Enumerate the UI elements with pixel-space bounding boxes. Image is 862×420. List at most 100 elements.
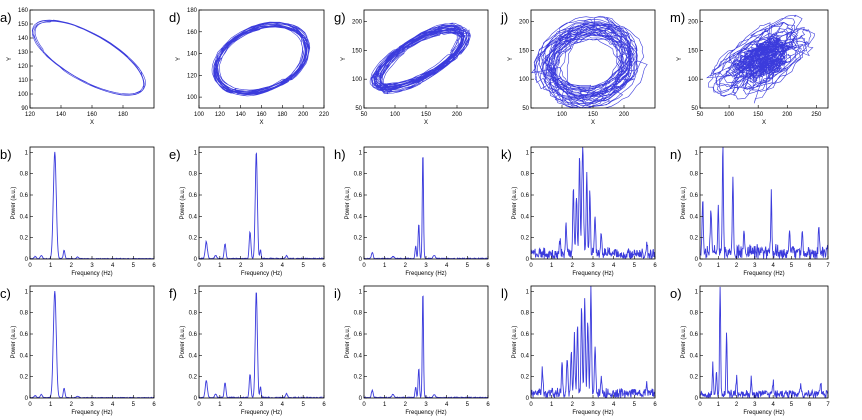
x-tick-label: 100 bbox=[557, 112, 568, 118]
y-tick-label: 0 bbox=[526, 257, 530, 263]
y-axis-label-f: Power (a.u.) bbox=[180, 326, 186, 359]
x-tick-label: 3 bbox=[591, 263, 595, 269]
series-line-b bbox=[30, 151, 154, 259]
y-axis-label-b: Power (a.u.) bbox=[11, 187, 17, 220]
x-tick-label: 3 bbox=[424, 402, 428, 408]
y-tick-label: 0.2 bbox=[20, 236, 29, 242]
panel-label-c: c) bbox=[0, 286, 11, 301]
series-line-m bbox=[706, 14, 816, 104]
x-axis-label-d: X bbox=[259, 120, 263, 126]
x-tick-label: 120 bbox=[215, 112, 226, 118]
panel-label-k: k) bbox=[501, 147, 512, 162]
y-axis-label-d: Y bbox=[176, 57, 182, 61]
y-tick-label: 0.8 bbox=[690, 172, 699, 178]
y-tick-label: 0.2 bbox=[521, 236, 530, 242]
series-line-d bbox=[211, 21, 311, 97]
series-line-a bbox=[31, 19, 146, 96]
y-tick-label: 0.4 bbox=[354, 353, 363, 359]
panel-e: e) 0 1 2 3 4 5 6 0 0.2 0.4 0.6 0.8 1 Frequency (Hz) Pow… bbox=[169, 146, 326, 277]
x-tick-label: 0 bbox=[529, 402, 533, 408]
x-tick-label: 0 bbox=[362, 402, 366, 408]
x-tick-label: 7 bbox=[826, 263, 830, 269]
y-tick-label: 0.6 bbox=[521, 193, 530, 199]
y-axis-label-m: Y bbox=[677, 57, 683, 61]
y-tick-label: 0.6 bbox=[20, 193, 29, 199]
x-tick-label: 1 bbox=[717, 402, 721, 408]
y-tick-label: 0.8 bbox=[189, 172, 198, 178]
x-tick-label: 1 bbox=[717, 263, 721, 269]
x-tick-label: 5 bbox=[466, 402, 470, 408]
x-tick-label: 6 bbox=[486, 402, 490, 408]
x-tick-label: 3 bbox=[424, 263, 428, 269]
y-tick-label: 50 bbox=[691, 106, 698, 112]
x-axis-label-o: Frequency (Hz) bbox=[743, 410, 784, 416]
y-tick-label: 0.4 bbox=[690, 214, 699, 220]
y-tick-label: 1 bbox=[25, 289, 29, 295]
x-tick-label: 4 bbox=[771, 402, 775, 408]
x-tick-label: 5 bbox=[132, 402, 136, 408]
x-axis-label-b: Frequency (Hz) bbox=[71, 271, 112, 277]
y-tick-label: 0 bbox=[194, 257, 198, 263]
y-tick-label: 110 bbox=[18, 78, 28, 84]
y-tick-label: 100 bbox=[187, 95, 198, 101]
x-tick-label: 160 bbox=[87, 112, 98, 118]
y-axis-label-e: Power (a.u.) bbox=[180, 187, 186, 220]
x-tick-label: 200 bbox=[298, 112, 309, 118]
x-tick-label: 6 bbox=[152, 263, 156, 269]
y-tick-label: 120 bbox=[187, 73, 198, 79]
y-axis-label-i: Power (a.u.) bbox=[345, 326, 351, 359]
panel-label-b: b) bbox=[0, 147, 12, 162]
y-axis-label-o: Power (a.u.) bbox=[681, 326, 687, 359]
panel-label-e: e) bbox=[169, 147, 181, 162]
y-tick-label: 0.6 bbox=[189, 193, 198, 199]
y-tick-label: 0 bbox=[359, 257, 363, 263]
y-tick-label: 160 bbox=[18, 8, 29, 14]
x-tick-label: 5 bbox=[466, 263, 470, 269]
y-tick-label: 0 bbox=[25, 257, 29, 263]
series-line-g bbox=[369, 22, 471, 95]
panel-label-m: m) bbox=[670, 10, 685, 25]
x-tick-label: 50 bbox=[361, 112, 368, 118]
x-tick-label: 0 bbox=[28, 263, 32, 269]
x-tick-label: 1 bbox=[550, 263, 554, 269]
x-tick-label: 220 bbox=[319, 112, 330, 118]
y-axis-label-a: Y bbox=[7, 57, 13, 61]
x-tick-label: 5 bbox=[301, 263, 305, 269]
x-tick-label: 2 bbox=[571, 402, 575, 408]
y-tick-label: 180 bbox=[187, 8, 198, 14]
series-line-l bbox=[531, 286, 655, 398]
panel-label-f: f) bbox=[169, 286, 177, 301]
x-tick-label: 5 bbox=[790, 263, 794, 269]
axes-frame-l bbox=[530, 285, 656, 399]
y-tick-label: 100 bbox=[352, 77, 363, 83]
x-tick-label: 3 bbox=[591, 402, 595, 408]
panel-c: c) 0 1 2 3 4 5 6 0 0.2 0.4 0.6 0.8 1 Frequency (Hz) Pow… bbox=[0, 285, 156, 416]
series-line-e bbox=[199, 152, 324, 259]
x-tick-label: 1 bbox=[49, 263, 53, 269]
y-tick-label: 140 bbox=[18, 36, 29, 42]
x-tick-label: 6 bbox=[152, 402, 156, 408]
x-tick-label: 2 bbox=[70, 263, 74, 269]
x-tick-label: 0 bbox=[28, 402, 32, 408]
x-axis-label-e: Frequency (Hz) bbox=[241, 271, 282, 277]
series-line-n bbox=[700, 147, 828, 259]
y-tick-label: 0 bbox=[359, 396, 363, 402]
axes-frame-e bbox=[198, 146, 325, 260]
x-tick-label: 100 bbox=[724, 112, 735, 118]
panel-i: i) 0 1 2 3 4 5 6 0 0.2 0.4 0.6 0.8 1 Frequency (Hz) Pow… bbox=[334, 285, 490, 416]
axes-frame-c bbox=[29, 285, 155, 399]
y-tick-label: 0.2 bbox=[189, 375, 198, 381]
x-tick-label: 140 bbox=[56, 112, 67, 118]
panel-label-i: i) bbox=[334, 286, 341, 301]
y-tick-label: 0 bbox=[194, 396, 198, 402]
x-tick-label: 1 bbox=[218, 402, 222, 408]
panel-o: o) 0 1 2 3 4 5 6 7 0 0.2 0.4 0.6 0.8 1 Frequency (Hz) Po… bbox=[670, 285, 830, 416]
x-tick-label: 2 bbox=[571, 263, 575, 269]
series-line-o bbox=[700, 286, 828, 398]
x-tick-label: 1 bbox=[550, 402, 554, 408]
panel-j: j) 100 150 200 50 100 150 200 X Y bbox=[500, 9, 656, 126]
x-tick-label: 200 bbox=[452, 112, 463, 118]
y-tick-label: 150 bbox=[688, 48, 699, 54]
series-line-k bbox=[531, 147, 655, 259]
